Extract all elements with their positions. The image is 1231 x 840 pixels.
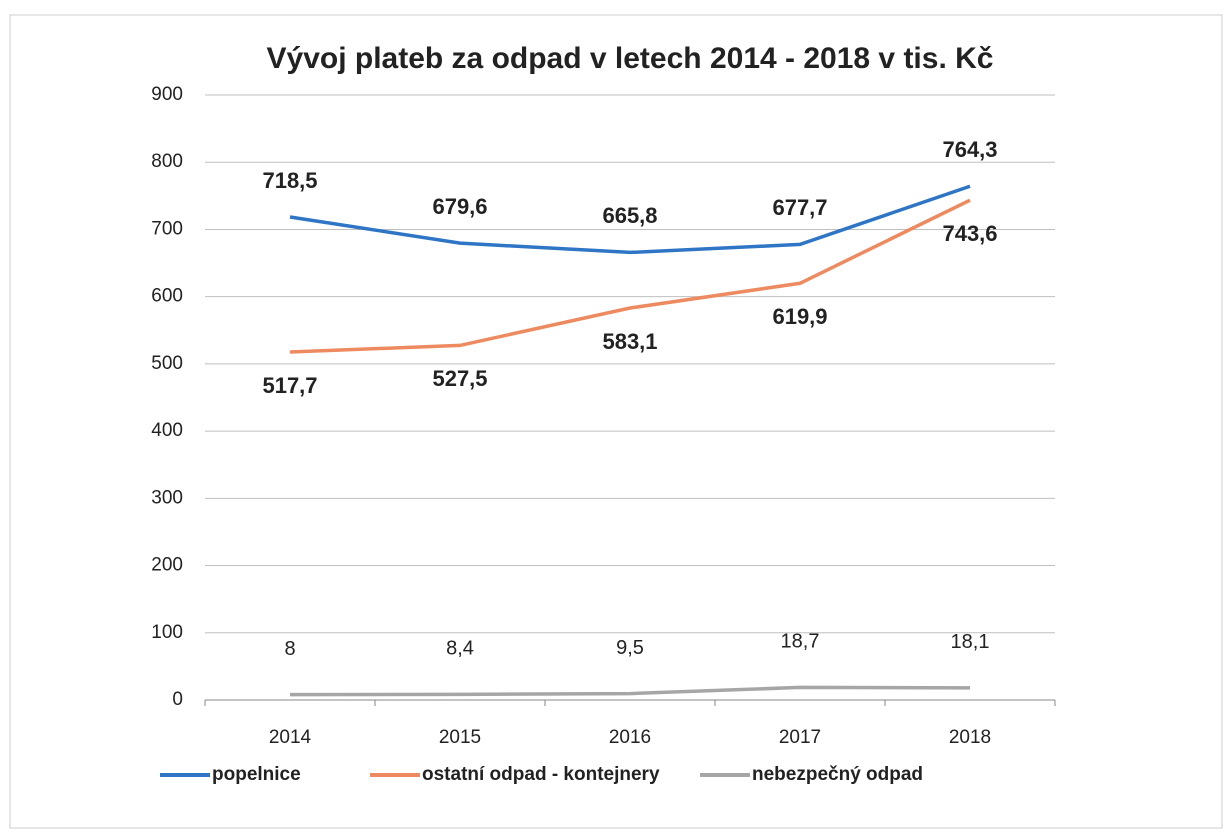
data-label: 665,8 (602, 203, 657, 228)
data-label: 677,7 (772, 195, 827, 220)
chart-frame (9, 14, 1223, 829)
y-tick-label: 800 (151, 151, 183, 172)
y-tick-label: 400 (151, 420, 183, 441)
y-tick-label: 100 (151, 622, 183, 643)
legend-label: popelnice (212, 764, 301, 785)
data-label: 18,7 (781, 631, 820, 653)
data-label: 743,6 (942, 221, 997, 246)
data-label: 9,5 (616, 637, 644, 659)
chart-title: Vývoj plateb za odpad v letech 2014 - 20… (267, 42, 994, 75)
y-tick-label: 900 (151, 84, 183, 105)
data-label: 718,5 (262, 168, 317, 193)
data-label: 679,6 (432, 194, 487, 219)
y-tick-label: 500 (151, 353, 183, 374)
data-label: 8 (284, 638, 295, 660)
data-label: 18,1 (951, 631, 990, 653)
x-tick-label: 2018 (949, 727, 991, 748)
data-label: 619,9 (772, 304, 827, 329)
y-tick-label: 300 (151, 487, 183, 508)
data-label: 527,5 (432, 366, 487, 391)
y-tick-label: 700 (151, 218, 183, 239)
y-tick-label: 200 (151, 555, 183, 576)
legend-label: ostatní odpad - kontejnery (422, 764, 660, 785)
x-tick-label: 2016 (609, 727, 651, 748)
data-label: 764,3 (942, 137, 997, 162)
data-label: 517,7 (262, 373, 317, 398)
x-tick-label: 2017 (779, 727, 821, 748)
y-tick-label: 0 (172, 689, 183, 710)
x-tick-label: 2014 (269, 727, 312, 748)
data-label: 8,4 (446, 638, 474, 660)
line (289, 184, 971, 255)
line (289, 685, 971, 697)
legend-label: nebezpečný odpad (752, 764, 923, 785)
data-label: 583,1 (602, 329, 657, 354)
x-tick-label: 2015 (439, 727, 481, 748)
y-tick-label: 600 (151, 286, 183, 307)
line (289, 198, 971, 354)
